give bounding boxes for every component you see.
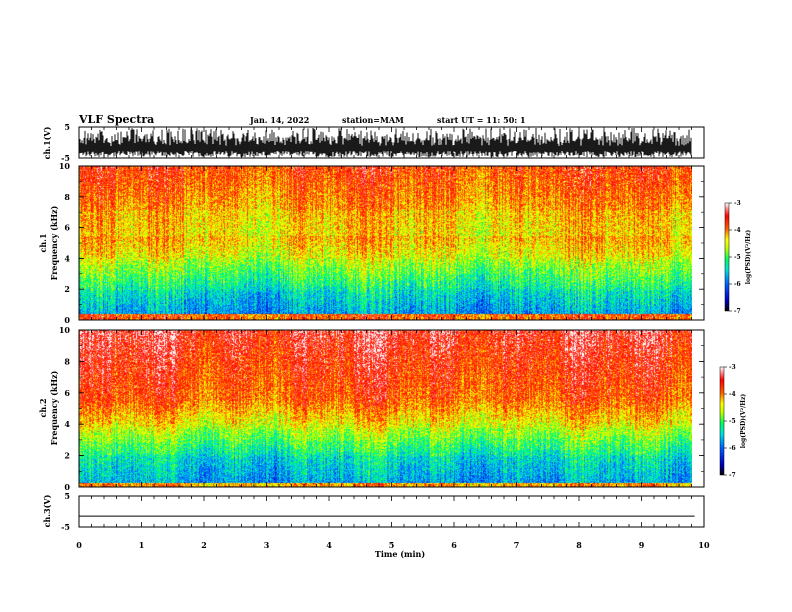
colorbar-tick-label: -3 [734, 200, 741, 207]
colorbar-ch1 [724, 202, 730, 312]
colorbar-ch2-label: log(PSD)(V²/Hz) [740, 394, 747, 449]
y-tick-label: 10 [59, 325, 71, 335]
figure-title: VLF Spectra [78, 113, 154, 126]
y-tick-label: 8 [64, 192, 70, 202]
colorbar-tick-label: -6 [729, 445, 736, 452]
x-tick-label: 7 [514, 540, 520, 550]
y-tick-label: 8 [64, 356, 70, 366]
waveform-ch3-ytick-top: 5 [64, 491, 70, 501]
x-tick-label: 0 [76, 540, 82, 550]
y-tick-label: 4 [64, 253, 70, 263]
y-tick-label: 6 [64, 223, 70, 233]
colorbar-ch2 [719, 366, 725, 476]
waveform-ch1-ylabel: ch.1(V) [42, 126, 52, 159]
spectrogram-ch2-ylabel: ch.2 [38, 398, 48, 417]
time-axis-label: Time (min) [375, 549, 425, 559]
time-axis-ticks [78, 127, 705, 527]
colorbar-tick-label: -5 [729, 418, 736, 425]
spectrogram-ch1-ylabel-freq: Frequency (kHz) [49, 205, 59, 280]
x-tick-label: 2 [201, 540, 207, 550]
spectrogram-ch1-ylabel: ch.1 [38, 233, 48, 252]
date-label: Jan. 14, 2022 [249, 115, 309, 125]
x-tick-label: 10 [698, 540, 710, 550]
y-tick-label: 4 [64, 419, 70, 429]
x-tick-label: 9 [639, 540, 645, 550]
spectrogram-ch2-image [79, 330, 692, 487]
waveform-ch1-ytick-top: 5 [64, 122, 70, 132]
waveform-ch3-ytick-bottom: -5 [61, 522, 70, 532]
colorbar-tick-label: -6 [734, 281, 741, 288]
y-tick-label: 2 [64, 451, 70, 461]
x-tick-label: 6 [451, 540, 457, 550]
x-tick-label: 4 [326, 540, 332, 550]
y-tick-label: 0 [64, 482, 70, 492]
y-tick-label: 10 [59, 161, 71, 171]
waveform-ch1-path [79, 128, 692, 157]
colorbar-tick-label: -7 [729, 472, 736, 479]
colorbar-ch1-label: log(PSD)(V²/Hz) [745, 230, 752, 285]
colorbar-tick-label: -4 [734, 227, 741, 234]
colorbar-tick-label: -4 [729, 391, 736, 398]
x-tick-label: 3 [264, 540, 270, 550]
start-time-label: start UT = 11: 50: 1 [437, 115, 526, 125]
x-tick-label: 1 [139, 540, 145, 550]
waveform-ch1-ytick-bottom: -5 [61, 153, 70, 163]
time-axis-tick-labels: 0 1 2 3 4 5 6 7 8 9 10 [76, 540, 710, 550]
colorbar-tick-label: -7 [734, 308, 741, 315]
x-tick-label: 5 [389, 540, 395, 550]
x-tick-label: 8 [576, 540, 582, 550]
y-tick-label: 0 [64, 315, 70, 325]
spectrogram-ch2-ylabel-freq: Frequency (kHz) [49, 370, 59, 445]
waveform-ch1-trace [79, 128, 692, 157]
colorbar-tick-label: -5 [734, 254, 741, 261]
y-tick-label: 2 [64, 284, 70, 294]
waveform-ch3-ylabel: ch.3(V) [42, 494, 52, 527]
station-label: station=MAM [342, 115, 404, 125]
spectrogram-ch1-image [79, 166, 692, 320]
colorbar-tick-label: -3 [729, 364, 736, 371]
y-tick-label: 6 [64, 388, 70, 398]
